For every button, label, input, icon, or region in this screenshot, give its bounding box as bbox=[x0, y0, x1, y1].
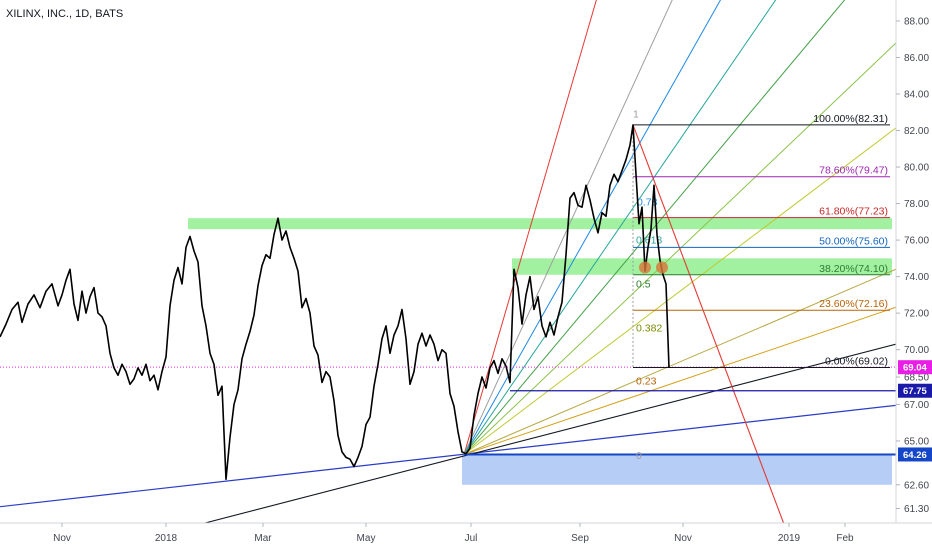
price-tag-bg-2 bbox=[898, 447, 932, 462]
resistance-line-red bbox=[632, 124, 785, 523]
fan-label-5: 0.23 bbox=[636, 375, 657, 387]
price-tag-bg-1 bbox=[898, 383, 932, 398]
fan-label-3: 0.5 bbox=[636, 279, 651, 291]
markers-layer bbox=[639, 261, 668, 274]
fan-label-6: 0 bbox=[636, 450, 642, 462]
price-tick-label-0: 88.00 bbox=[904, 16, 929, 27]
fib-level-label-2: 61.80%(77.23) bbox=[819, 206, 888, 218]
price-tag-label-0: 69.04 bbox=[903, 363, 927, 374]
price-tick-label-13: 62.60 bbox=[904, 480, 929, 491]
fan-label-4: 0.382 bbox=[636, 322, 662, 334]
chart-title: XILINX, INC., 1D, BATS bbox=[6, 8, 123, 20]
price-tick-label-8: 72.00 bbox=[904, 309, 929, 320]
fib-level-label-0: 100.00%(82.31) bbox=[813, 113, 888, 125]
price-tick-label-4: 80.00 bbox=[904, 163, 929, 174]
zone-rect-1 bbox=[512, 258, 892, 275]
price-tick-label-1: 86.00 bbox=[904, 53, 929, 64]
support-line-black bbox=[204, 343, 896, 523]
date-tick-label-8: Feb bbox=[836, 533, 854, 544]
fibonacci-layer: 100.00%(82.31) 78.60%(79.47) 61.80%(77.23)… bbox=[632, 109, 890, 462]
price-tick-label-7: 74.00 bbox=[904, 272, 929, 283]
date-tick-label-0: Nov bbox=[53, 533, 71, 544]
price-series-layer bbox=[0, 124, 670, 481]
price-line bbox=[0, 124, 670, 481]
date-tick-label-3: May bbox=[357, 533, 376, 544]
fib-level-label-3: 50.00%(75.60) bbox=[819, 235, 888, 247]
marker-dot-left bbox=[639, 261, 651, 274]
price-tick-label-10: 68.50 bbox=[904, 373, 929, 384]
fib-level-label-4: 38.20%(74.10) bbox=[819, 263, 888, 275]
price-tick-label-3: 82.00 bbox=[904, 126, 929, 137]
price-tick-label-6: 76.00 bbox=[904, 236, 929, 247]
price-tag-bg-0 bbox=[898, 360, 932, 375]
fib-level-label-6: 0.00%(69.02) bbox=[825, 356, 888, 368]
price-tick-label-14: 61.30 bbox=[904, 504, 929, 515]
zone-rect-0 bbox=[188, 218, 892, 230]
date-tick-label-6: Nov bbox=[674, 533, 692, 544]
date-tick-label-7: 2019 bbox=[778, 533, 801, 544]
fan-label-0: 1 bbox=[633, 109, 639, 121]
zone-rect-2 bbox=[462, 453, 892, 485]
fib-level-label-1: 78.60%(79.47) bbox=[819, 165, 888, 177]
price-tag-label-2: 64.26 bbox=[903, 450, 927, 461]
price-tick-label-5: 78.00 bbox=[904, 199, 929, 210]
support-line-blue bbox=[0, 404, 896, 508]
price-tag-label-1: 67.75 bbox=[903, 386, 927, 397]
price-tick-label-11: 67.00 bbox=[904, 400, 929, 411]
date-tick-label-2: Mar bbox=[254, 533, 272, 544]
price-tick-label-9: 70.00 bbox=[904, 345, 929, 356]
price-tick-label-2: 84.00 bbox=[904, 90, 929, 101]
zones-layer bbox=[188, 218, 892, 485]
date-tick-label-1: 2018 bbox=[155, 533, 178, 544]
fib-level-label-5: 23.60%(72.16) bbox=[819, 298, 888, 310]
marker-dot-right bbox=[656, 261, 668, 274]
price-tick-label-12: 65.00 bbox=[904, 436, 929, 447]
date-tick-label-5: Sep bbox=[571, 533, 589, 544]
date-tick-label-4: Jul bbox=[465, 533, 478, 544]
